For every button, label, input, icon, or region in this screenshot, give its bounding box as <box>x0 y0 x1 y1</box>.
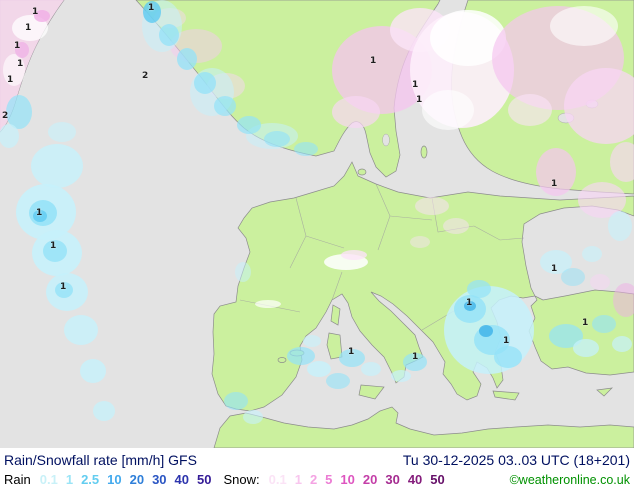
legend-value: 0.1 <box>268 472 287 487</box>
copyright-text: ©weatheronline.co.uk <box>509 472 630 487</box>
legend-value: 50 <box>430 472 445 487</box>
map-value-label: 1 <box>412 352 419 362</box>
map-value-label: 1 <box>7 75 14 85</box>
legend-value: 30 <box>152 472 167 487</box>
islands <box>277 145 613 401</box>
map-value-label: 1 <box>582 318 589 328</box>
legend-value: 1 <box>65 472 74 487</box>
map-value-label: 1 <box>148 3 155 13</box>
map-value-label: 1 <box>348 347 355 357</box>
map-value-label: 1 <box>412 80 419 90</box>
island-ibiza <box>277 357 287 363</box>
map-value-label: 1 <box>50 241 57 251</box>
map-value-label: 1 <box>370 56 377 66</box>
legend-value: 1 <box>294 472 302 487</box>
map-value-label: 1 <box>60 282 67 292</box>
island-cyprus <box>596 387 613 397</box>
island-zealand <box>357 168 367 176</box>
map-value-label: 1 <box>551 179 558 189</box>
legend-snow-label: Snow: <box>223 472 260 487</box>
legend-value: 10 <box>340 472 355 487</box>
legend-value: 2.5 <box>81 472 100 487</box>
legend-rain-values: 0.1 1 2.5 10 20 30 40 50 <box>40 472 212 487</box>
legend-value: 20 <box>362 472 378 487</box>
legend-rain-label: Rain <box>4 472 31 487</box>
rain-layer <box>0 0 632 424</box>
legend-value: 30 <box>385 472 400 487</box>
legend-value: 5 <box>325 472 333 487</box>
map-graphic <box>0 0 634 448</box>
map-value-label: 2 <box>2 111 9 121</box>
map-title: Rain/Snowfall rate [mm/h] GFS <box>4 452 197 468</box>
map-timestamp: Tu 30-12-2025 03..03 UTC (18+201) <box>402 452 630 468</box>
island-crete <box>492 390 520 401</box>
island-sardinia <box>326 332 343 360</box>
map-value-label: 1 <box>466 298 473 308</box>
island-corsica <box>330 304 341 326</box>
legend-value: 40 <box>407 472 423 487</box>
legend-value: 50 <box>197 472 212 487</box>
map-value-label: 1 <box>14 41 21 51</box>
map-value-label: 1 <box>32 7 39 17</box>
map-value-label: 1 <box>416 95 423 105</box>
footer: Rain/Snowfall rate [mm/h] GFS Tu 30-12-2… <box>0 448 634 490</box>
legend-snow-values: 0.1 1 2 5 10 20 30 40 50 <box>269 472 445 487</box>
island-sicily <box>358 384 385 400</box>
map-value-label: 1 <box>503 336 510 346</box>
legend-value: 40 <box>174 472 190 487</box>
map-value-label: 2 <box>142 71 149 81</box>
land-continental-europe <box>211 161 634 412</box>
island-gotland <box>420 145 428 159</box>
legend-value: 0.1 <box>39 472 58 487</box>
legend-value: 10 <box>107 472 122 487</box>
snow-layer <box>0 0 634 317</box>
map-value-label: 1 <box>17 59 24 69</box>
legend-value: 2 <box>309 472 318 487</box>
footer-title-row: Rain/Snowfall rate [mm/h] GFS Tu 30-12-2… <box>4 450 630 470</box>
map-value-label: 1 <box>25 23 32 33</box>
map-value-label: 1 <box>551 264 558 274</box>
legend: Rain 0.1 1 2.5 10 20 30 40 50 Snow: 0.1 1 2 5 10 20 3… <box>4 470 630 489</box>
map-value-label: 1 <box>36 208 43 218</box>
legend-value: 20 <box>129 472 145 487</box>
